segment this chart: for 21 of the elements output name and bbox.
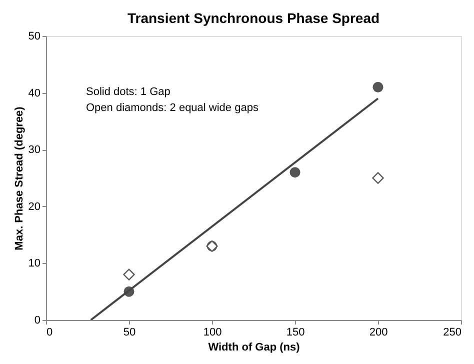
point (372, 82, 384, 92)
x-axis-title: Width of Gap (ns) (208, 342, 300, 354)
y-tick-label: 20 (28, 200, 40, 213)
x-tick-label: 150 (286, 326, 305, 338)
point (290, 167, 300, 178)
chart-title: Transient Synchronous Phase Spread (127, 10, 380, 26)
y-tick-label: 0 (34, 314, 40, 326)
y-tick-label: 50 (28, 30, 40, 42)
annotation: Open diamonds: 2 equal wide gaps (86, 102, 259, 114)
x-tick-label: 250 (443, 326, 462, 338)
x-tick-label: 100 (203, 326, 222, 338)
y-tick-label: 30 (28, 144, 40, 156)
x-tick-label: 50 (123, 326, 136, 338)
x-tick-label: 0 (46, 326, 53, 338)
y-tick-label: 40 (28, 87, 40, 100)
x-tick-label: 200 (369, 326, 388, 338)
point (372, 172, 384, 184)
point (123, 268, 135, 280)
y-tick-label: 10 (28, 258, 40, 270)
annotation: Solid dots: 1 Gap (86, 86, 170, 98)
y-axis-title: Max. Phase Stread (degree) (13, 106, 26, 250)
